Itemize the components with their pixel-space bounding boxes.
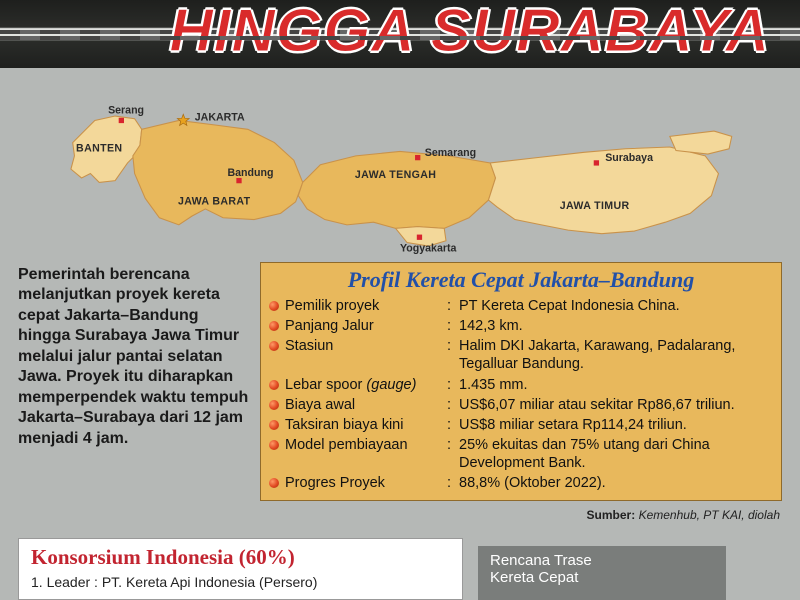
city-marker-icon <box>415 155 420 160</box>
bullet-icon <box>269 380 279 390</box>
city-label: Serang <box>108 104 144 116</box>
province-label: JAWA BARAT <box>178 196 251 208</box>
province-label: JAWA TIMUR <box>560 200 630 212</box>
profile-row-colon: : <box>447 337 459 355</box>
profile-row-value: 142,3 km. <box>459 317 773 335</box>
profile-row: Lebar spoor (gauge):1.435 mm. <box>269 376 773 394</box>
province-label: BANTEN <box>76 142 122 154</box>
profile-row-label: Lebar spoor (gauge) <box>285 376 447 394</box>
province-label: JAWA TENGAH <box>355 169 436 181</box>
bullet-icon <box>269 321 279 331</box>
trase-box: Rencana Trase Kereta Cepat <box>478 546 726 600</box>
bullet-icon <box>269 341 279 351</box>
province-shape <box>298 151 495 228</box>
profile-row-colon: : <box>447 297 459 315</box>
profile-row-label: Biaya awal <box>285 396 447 414</box>
city-label: Surabaya <box>605 152 653 164</box>
profile-row-value: US$8 miliar setara Rp114,24 triliun. <box>459 416 773 434</box>
province-shape <box>488 147 718 234</box>
bullet-icon <box>269 400 279 410</box>
profile-row-label: Stasiun <box>285 337 447 355</box>
bullet-icon <box>269 420 279 430</box>
konsorsium-title: Konsorsium Indonesia (60%) <box>31 545 450 570</box>
profile-row-label: Progres Proyek <box>285 474 447 492</box>
map-svg: BANTEN JAWA BARAT JAWA TENGAH JAWA TIMUR Se… <box>0 32 800 262</box>
profile-row-colon: : <box>447 416 459 434</box>
profile-row: Panjang Jalur:142,3 km. <box>269 317 773 335</box>
city-marker-icon <box>594 160 599 165</box>
profile-row-value: 25% ekuitas dan 75% utang dari China Dev… <box>459 436 773 472</box>
source-value: Kemenhub, PT KAI, diolah <box>639 508 780 522</box>
profile-row: Biaya awal:US$6,07 miliar atau sekitar R… <box>269 396 773 414</box>
profile-row-value: PT Kereta Cepat Indonesia China. <box>459 297 773 315</box>
profile-row-value: 88,8% (Oktober 2022). <box>459 474 773 492</box>
profile-box: Profil Kereta Cepat Jakarta–Bandung Pemi… <box>260 262 782 501</box>
city-label: Yogyakarta <box>400 242 457 254</box>
bullet-icon <box>269 478 279 488</box>
profile-source: Sumber: Kemenhub, PT KAI, diolah <box>587 508 780 522</box>
profile-row-colon: : <box>447 317 459 335</box>
province-shape <box>133 120 303 224</box>
profile-row-value: Halim DKI Jakarta, Karawang, Padalarang,… <box>459 337 773 373</box>
profile-row: Pemilik proyek:PT Kereta Cepat Indonesia… <box>269 297 773 315</box>
profile-row: Taksiran biaya kini:US$8 miliar setara R… <box>269 416 773 434</box>
profile-row-colon: : <box>447 436 459 454</box>
trase-line1: Rencana Trase <box>490 552 714 569</box>
bullet-icon <box>269 301 279 311</box>
profile-row: Stasiun:Halim DKI Jakarta, Karawang, Pad… <box>269 337 773 373</box>
intro-paragraph: Pemerintah berencana melanjutkan proyek … <box>18 265 253 449</box>
profile-row-label: Panjang Jalur <box>285 317 447 335</box>
java-map: BANTEN JAWA BARAT JAWA TENGAH JAWA TIMUR Se… <box>0 32 800 262</box>
city-marker-icon <box>119 118 124 123</box>
profile-title: Profil Kereta Cepat Jakarta–Bandung <box>269 267 773 293</box>
city-label: Semarang <box>425 147 476 159</box>
profile-row-colon: : <box>447 376 459 394</box>
city-label: Bandung <box>228 167 274 179</box>
city-label: JAKARTA <box>195 111 245 123</box>
konsorsium-box: Konsorsium Indonesia (60%) 1. Leader : P… <box>18 538 463 600</box>
konsorsium-line: 1. Leader : PT. Kereta Api Indonesia (Pe… <box>31 574 450 590</box>
profile-row: Progres Proyek:88,8% (Oktober 2022). <box>269 474 773 492</box>
profile-row-label: Taksiran biaya kini <box>285 416 447 434</box>
profile-row-value: US$6,07 miliar atau sekitar Rp86,67 tril… <box>459 396 773 414</box>
profile-row-colon: : <box>447 474 459 492</box>
profile-row-colon: : <box>447 396 459 414</box>
profile-row-label: Model pembiayaan <box>285 436 447 454</box>
province-shape <box>670 131 732 154</box>
profile-row-label: Pemilik proyek <box>285 297 447 315</box>
city-marker-icon <box>417 235 422 240</box>
trase-line2: Kereta Cepat <box>490 569 714 586</box>
profile-row: Model pembiayaan:25% ekuitas dan 75% uta… <box>269 436 773 472</box>
profile-row-value: 1.435 mm. <box>459 376 773 394</box>
source-label: Sumber: <box>587 508 636 522</box>
bullet-icon <box>269 440 279 450</box>
